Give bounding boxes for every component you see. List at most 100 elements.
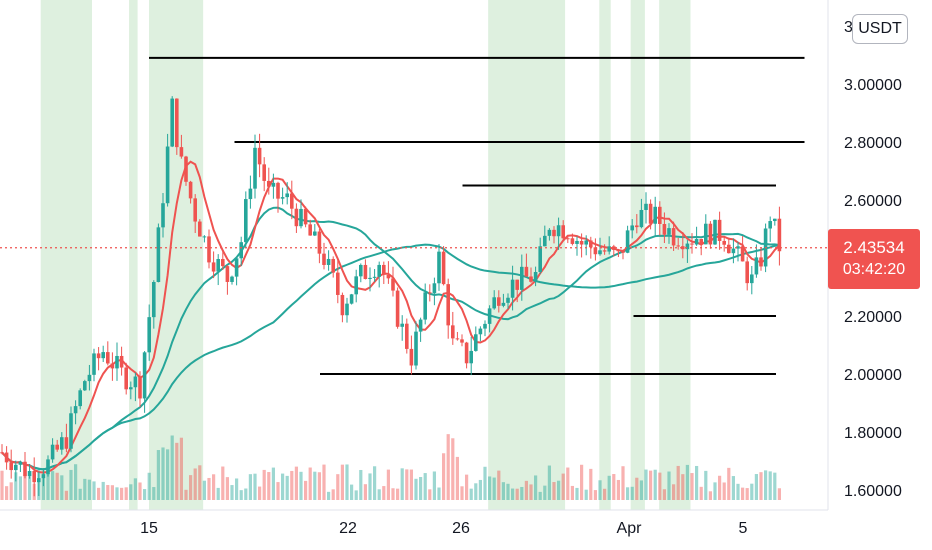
candle-104 <box>478 326 483 342</box>
volume-bar-36 <box>166 449 170 500</box>
candle-141 <box>648 199 653 230</box>
candle-body-52 <box>239 242 243 259</box>
candle-43 <box>198 219 202 237</box>
candle-27 <box>124 362 128 395</box>
candle-body-43 <box>198 221 202 237</box>
candle-114 <box>524 253 529 277</box>
candle-33 <box>152 280 156 329</box>
volume-bar-137 <box>630 486 634 500</box>
x-tick-label-4: 5 <box>739 520 748 537</box>
candle-body-85 <box>391 278 395 291</box>
candle-body-132 <box>607 246 611 252</box>
y-tick-label-1: 1.80000 <box>844 425 902 442</box>
candle-115 <box>529 267 533 283</box>
candle-body-115 <box>529 276 533 282</box>
volume-bar-64 <box>294 466 298 500</box>
volume-bar-140 <box>644 469 648 500</box>
candle-body-9 <box>41 474 46 479</box>
volume-bar-148 <box>681 474 685 500</box>
candle-4 <box>18 460 23 473</box>
candle-body-130 <box>598 250 602 255</box>
candle-77 <box>354 269 358 303</box>
candle-body-155 <box>713 219 717 245</box>
volume-bar-75 <box>345 464 349 500</box>
candle-7 <box>32 457 36 497</box>
candle-body-90 <box>414 331 418 366</box>
volume-bar-76 <box>350 484 354 500</box>
candle-111 <box>510 265 515 311</box>
candle-body-35 <box>161 203 165 228</box>
candle-42 <box>193 194 197 234</box>
candle-17 <box>78 388 82 410</box>
candle-body-65 <box>299 208 303 227</box>
volume-bar-0 <box>0 470 4 500</box>
volume-bar-90 <box>414 478 418 500</box>
currency-selector-button[interactable]: USDT <box>852 14 908 44</box>
volume-bar-39 <box>179 437 183 500</box>
volume-bar-85 <box>391 488 395 500</box>
volume-bar-107 <box>492 477 496 500</box>
volume-bar-167 <box>768 471 772 500</box>
volume-bar-114 <box>524 480 528 500</box>
volume-bar-73 <box>336 474 340 500</box>
candle-165 <box>759 247 763 271</box>
volume-bar-143 <box>658 472 662 500</box>
volume-bar-78 <box>359 469 363 500</box>
y-tick-label-7: 3.00000 <box>844 77 902 94</box>
volume-bar-35 <box>161 447 165 500</box>
candle-body-67 <box>308 224 312 236</box>
candle-39 <box>179 134 184 159</box>
volume-bar-132 <box>607 475 611 500</box>
volume-bar-77 <box>354 490 358 500</box>
candle-body-109 <box>501 302 506 306</box>
candle-47 <box>216 254 220 286</box>
volume-bar-124 <box>570 485 574 500</box>
candle-142 <box>653 196 657 237</box>
volume-bar-134 <box>616 479 620 500</box>
candle-body-117 <box>538 246 542 272</box>
candle-body-167 <box>768 221 772 229</box>
volume-bar-33 <box>152 487 156 500</box>
candle-150 <box>690 233 694 254</box>
candle-body-58 <box>267 180 271 187</box>
candle-88 <box>405 318 409 354</box>
moving-averages <box>1 160 781 474</box>
volume-bar-141 <box>649 470 653 500</box>
candle-5 <box>23 451 27 479</box>
candle-body-107 <box>492 297 496 309</box>
candle-body-51 <box>234 258 239 277</box>
candle-101 <box>464 341 469 369</box>
candle-123 <box>566 236 570 244</box>
candle-body-78 <box>359 264 363 277</box>
candle-body-33 <box>152 282 156 318</box>
candle-body-159 <box>731 248 736 254</box>
candle-body-122 <box>561 225 565 239</box>
candle-body-12 <box>55 444 59 450</box>
candle-body-152 <box>699 238 703 245</box>
volume-bar-149 <box>685 464 689 500</box>
candle-133 <box>612 244 616 257</box>
candle-12 <box>55 439 59 452</box>
candle-body-96 <box>441 251 446 285</box>
candle-118 <box>543 225 547 247</box>
candle-30 <box>138 371 142 407</box>
candle-body-38 <box>175 98 179 148</box>
candle-65 <box>299 199 303 229</box>
candle-143 <box>658 201 662 236</box>
candle-34 <box>156 223 161 283</box>
volume-bar-102 <box>469 488 473 500</box>
candle-126 <box>579 233 584 258</box>
candle-112 <box>515 279 519 303</box>
volume-bar-55 <box>253 473 257 500</box>
candle-body-113 <box>520 266 524 290</box>
candle-body-10 <box>46 459 50 475</box>
candle-body-92 <box>423 292 427 320</box>
volume-bar-19 <box>87 479 91 500</box>
candle-body-139 <box>639 209 644 228</box>
candle-body-8 <box>37 478 41 483</box>
volume-bar-83 <box>382 486 386 500</box>
volume-bar-105 <box>483 466 487 500</box>
candle-145 <box>667 223 671 244</box>
